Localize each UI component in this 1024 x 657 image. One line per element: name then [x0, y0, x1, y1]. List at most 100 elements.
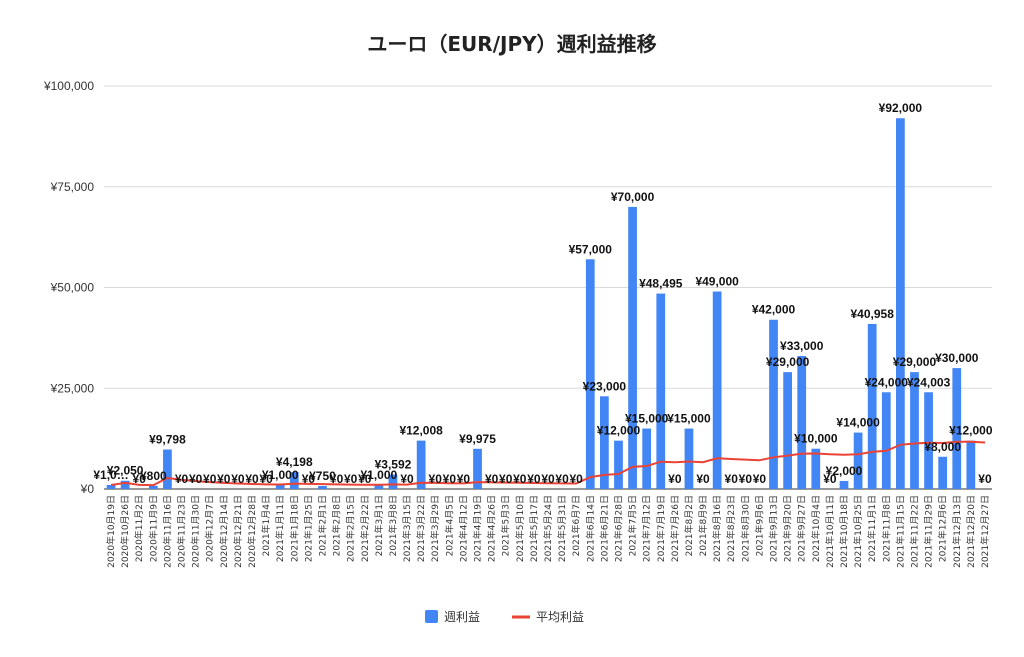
bar: [642, 428, 652, 489]
y-tick-label: ¥25,000: [50, 381, 95, 395]
bar: [628, 206, 637, 489]
x-tick-label: 2020年12月7日: [204, 495, 216, 562]
x-tick-label: 2020年10月19日: [105, 495, 117, 568]
bar: [853, 432, 863, 489]
bar: [275, 484, 285, 489]
data-label: ¥0: [259, 472, 273, 486]
data-label: ¥0: [443, 472, 457, 486]
x-tick-label: 2021年9月27日: [796, 495, 808, 562]
x-tick-label: 2021年6月7日: [570, 495, 582, 556]
data-label: ¥15,000: [625, 412, 669, 426]
data-label: ¥0: [175, 472, 189, 486]
x-tick-label: 2021年12月27日: [979, 495, 991, 568]
y-tick-label: ¥75,000: [50, 180, 95, 194]
bar: [910, 372, 919, 489]
data-label: ¥24,000: [865, 375, 909, 389]
x-tick-label: 2021年8月23日: [725, 495, 737, 562]
data-label: ¥29,000: [893, 355, 937, 369]
bar: [966, 440, 976, 489]
data-label: ¥0: [513, 472, 527, 486]
x-tick-label: 2021年1月4日: [260, 495, 272, 556]
bar: [797, 356, 807, 489]
data-label: ¥42,000: [752, 303, 796, 317]
x-tick-label: 2021年9月20日: [782, 495, 794, 562]
y-tick-label: ¥100,000: [43, 79, 94, 93]
x-tick-label: 2021年4月12日: [457, 495, 469, 562]
data-label: ¥9,975: [459, 432, 496, 446]
bar: [938, 456, 948, 489]
bar: [896, 118, 905, 490]
data-label: ¥0: [330, 472, 344, 486]
x-tick-label: 2021年5月24日: [542, 495, 554, 562]
bar: [783, 372, 792, 489]
data-label: ¥1,000: [262, 468, 299, 482]
data-label: ¥29,000: [766, 355, 810, 369]
data-label: ¥0: [400, 472, 414, 486]
average-line: [110, 440, 986, 487]
y-tick-label: ¥50,000: [50, 281, 95, 295]
x-tick-label: 2021年3月8日: [387, 495, 399, 556]
data-label: ¥0: [203, 472, 217, 486]
data-label: ¥0: [823, 472, 837, 486]
data-label: ¥23,000: [583, 379, 627, 393]
data-label: ¥0: [485, 472, 499, 486]
x-tick-label: 2020年12月28日: [246, 495, 258, 568]
x-tick-label: 2021年1月11日: [274, 495, 286, 562]
bar: [769, 319, 778, 489]
x-tick-label: 2021年2月8日: [331, 495, 343, 556]
data-label: ¥0: [457, 472, 471, 486]
data-label: ¥0: [668, 472, 682, 486]
x-tick-label: 2020年11月30日: [190, 495, 202, 568]
x-tick-label: 2021年7月12日: [641, 495, 653, 562]
x-tick-label: 2021年11月1日: [866, 495, 878, 562]
data-label: ¥0: [217, 472, 231, 486]
x-tick-label: 2021年8月9日: [697, 495, 709, 556]
x-tick-label: 2021年2月22日: [359, 495, 371, 562]
x-tick-label: 2021年9月13日: [768, 495, 780, 562]
data-label: ¥57,000: [569, 242, 613, 256]
x-tick-label: 2021年10月18日: [838, 495, 850, 568]
data-label: ¥0: [133, 472, 147, 486]
x-tick-label: 2021年3月22日: [415, 495, 427, 562]
data-label: ¥24,003: [907, 375, 951, 389]
data-label: ¥0: [189, 472, 203, 486]
data-label: ¥49,000: [695, 275, 739, 289]
x-tick-label: 2021年4月19日: [472, 495, 484, 562]
x-tick-label: 2021年6月28日: [612, 495, 624, 562]
bar: [374, 484, 384, 489]
x-tick-label: 2020年11月23日: [176, 495, 188, 568]
data-label: ¥750: [309, 469, 336, 483]
data-label: ¥4,198: [276, 455, 313, 469]
bar: [656, 293, 666, 489]
data-label: ¥15,000: [667, 412, 711, 426]
data-label: ¥48,495: [639, 277, 683, 291]
bar: [684, 428, 694, 489]
x-tick-label: 2021年10月25日: [852, 495, 864, 568]
data-label: ¥0: [527, 472, 541, 486]
data-label: ¥1,0…: [93, 468, 128, 482]
x-tick-label: 2021年4月26日: [486, 495, 498, 562]
data-label: ¥0: [696, 472, 710, 486]
x-tick-label: 2021年8月30日: [739, 495, 751, 562]
bar: [163, 449, 172, 489]
x-tick-label: 2021年7月19日: [655, 495, 667, 562]
x-tick-label: 2021年7月5日: [627, 495, 639, 556]
x-tick-label: 2021年3月1日: [373, 495, 385, 556]
data-label: ¥70,000: [611, 190, 655, 204]
x-tick-label: 2021年5月17日: [528, 495, 540, 562]
x-tick-label: 2021年10月11日: [824, 495, 836, 568]
x-tick-label: 2020年11月16日: [161, 495, 173, 568]
bar: [318, 485, 327, 489]
x-tick-label: 2021年5月31日: [556, 495, 568, 562]
data-label: ¥0: [245, 472, 259, 486]
x-tick-label: 2020年11月9日: [147, 495, 159, 562]
bar: [600, 396, 609, 489]
x-tick-label: 2020年11月2日: [133, 495, 145, 562]
x-tick-label: 2021年3月29日: [429, 495, 441, 562]
data-label: ¥0: [302, 472, 316, 486]
bar: [952, 368, 962, 489]
x-tick-label: 2021年11月22日: [908, 495, 920, 568]
x-tick-label: 2021年2月1日: [316, 495, 328, 556]
